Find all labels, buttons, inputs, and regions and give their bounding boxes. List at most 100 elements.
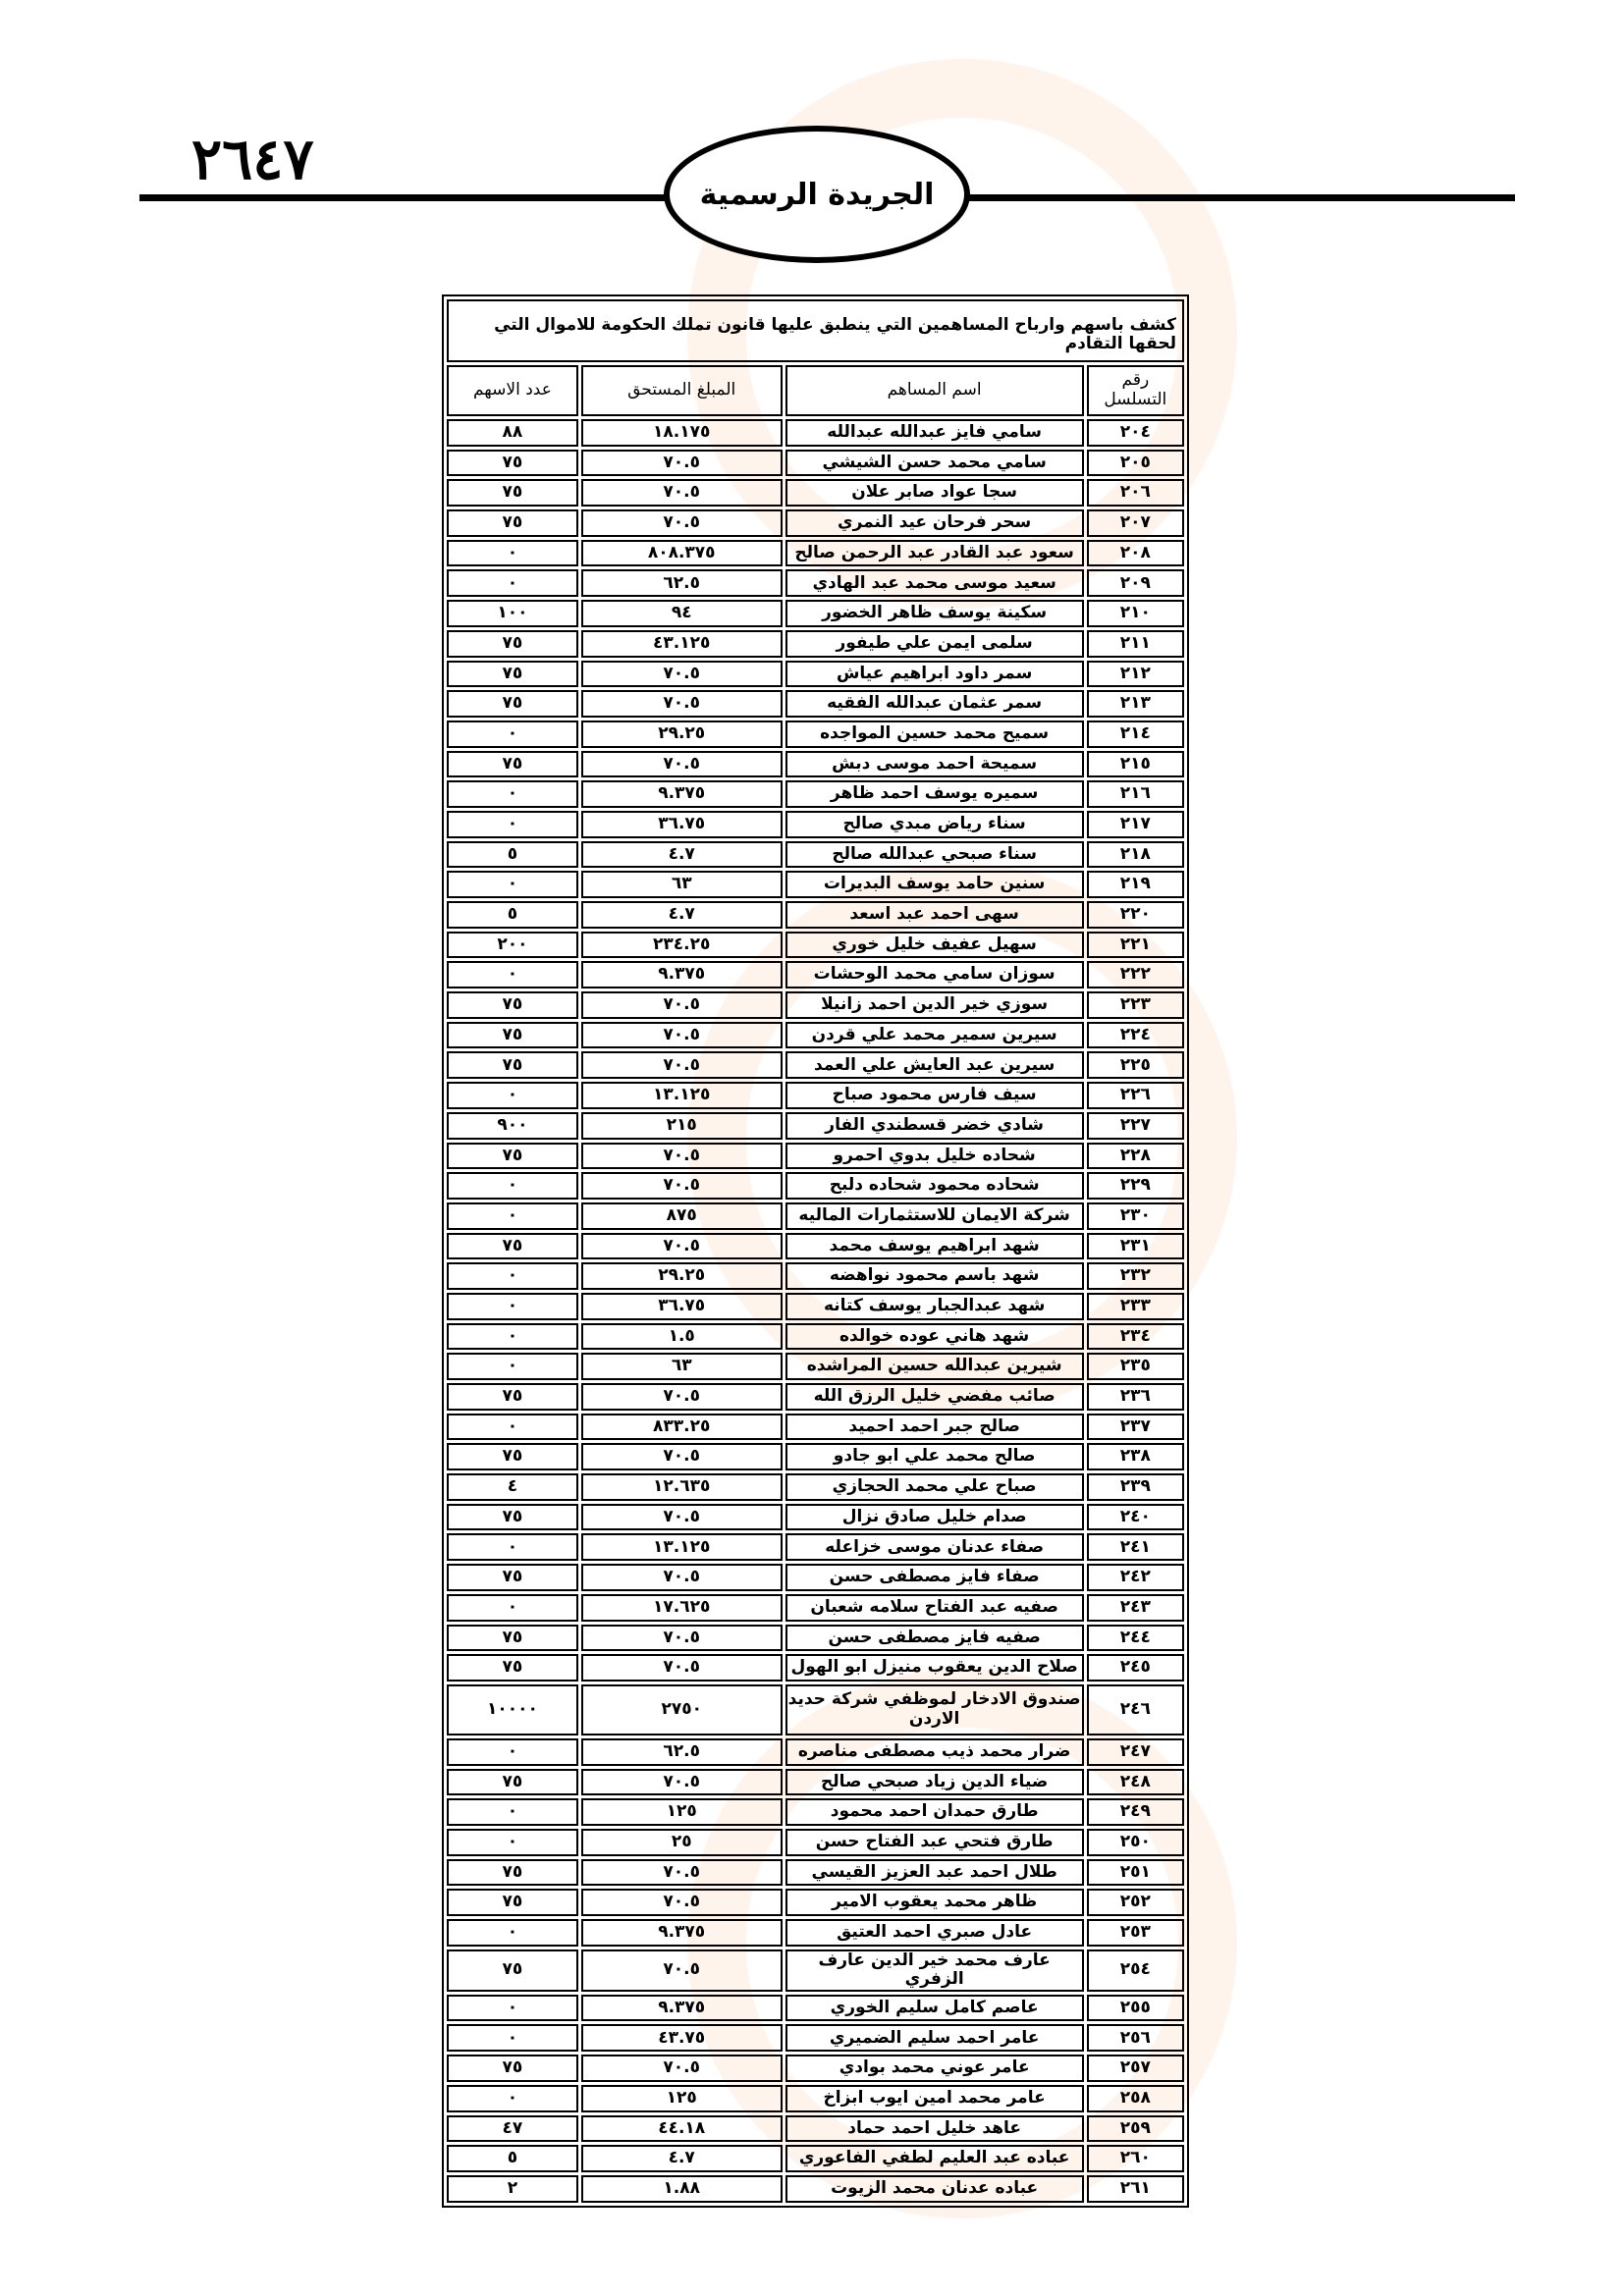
cell-name: ضرار محمد ذيب مصطفى مناصره bbox=[785, 1737, 1084, 1766]
table-row: ٢٢٤ سيرين سمير محمد علي قردن ٧٠.٥ ٧٥ bbox=[447, 1021, 1184, 1049]
cell-serial: ٢٢٩ bbox=[1086, 1172, 1184, 1200]
cell-amount: ٨٠٨.٣٧٥ bbox=[580, 539, 783, 567]
cell-shares: ٧٥ bbox=[447, 1858, 578, 1887]
cell-shares: ٠ bbox=[447, 1413, 578, 1441]
table-row: ٢٥٣ عادل صبري احمد العتيق ٩.٣٧٥ ٠ bbox=[447, 1919, 1184, 1947]
table-row: ٢٤٦ صندوق الادخار لموظفي شركة حديد الاردن… bbox=[447, 1683, 1184, 1735]
table-row: ٢٤١ صفاء عدنان موسى خزاعله ١٣.١٢٥ ٠ bbox=[447, 1533, 1184, 1562]
cell-amount: ١.٥ bbox=[580, 1322, 783, 1351]
table-row: ٢٢٠ سهى احمد عبد اسعد ٤.٧ ٥ bbox=[447, 901, 1184, 929]
cell-serial: ٢٥٧ bbox=[1086, 2055, 1184, 2082]
cell-name: ظاهر محمد يعقوب الامير bbox=[785, 1889, 1084, 1916]
cell-name: عامر عوني محمد بوادي bbox=[785, 2055, 1084, 2082]
cell-amount: ٧٠.٥ bbox=[580, 660, 783, 688]
cell-name: سوزان سامي محمد الوحشات bbox=[785, 961, 1084, 989]
cell-name: سحر فرحان عيد النمري bbox=[785, 509, 1084, 537]
cell-serial: ٢٦١ bbox=[1086, 2174, 1184, 2203]
table-row: ٢٥٩ عاهد خليل احمد حماد ٤٤.١٨ ٤٧ bbox=[447, 2114, 1184, 2143]
cell-name: صالح محمد علي ابو جادو bbox=[785, 1443, 1084, 1471]
cell-shares: ٧٥ bbox=[447, 1443, 578, 1471]
cell-shares: ٧٥ bbox=[447, 1142, 578, 1170]
cell-name: شحاده محمود شحاده دلبح bbox=[785, 1172, 1084, 1200]
cell-amount: ٧٠.٥ bbox=[580, 1624, 783, 1652]
cell-name: عارف محمد خير الدين عارف الزفري bbox=[785, 1949, 1084, 1992]
table-row: ٢٥٠ طارق فتحي عبد الفتاح حسن ٢٥ ٠ bbox=[447, 1828, 1184, 1856]
cell-shares: ٠ bbox=[447, 1322, 578, 1351]
cell-amount: ١٢٥ bbox=[580, 2084, 783, 2112]
cell-amount: ١٧.٦٢٥ bbox=[580, 1593, 783, 1622]
cell-amount: ١٣.١٢٥ bbox=[580, 1082, 783, 1109]
table-row: ٢١٩ سنين حامد يوسف البديرات ٦٣ ٠ bbox=[447, 871, 1184, 898]
table-row: ٢٥٦ عامر احمد سليم الضميري ٤٣.٧٥ ٠ bbox=[447, 2024, 1184, 2053]
cell-shares: ٠ bbox=[447, 1172, 578, 1200]
cell-name: سيرين عبد العايش علي العمد bbox=[785, 1051, 1084, 1080]
cell-shares: ٠ bbox=[447, 1292, 578, 1320]
cell-amount: ١٣.١٢٥ bbox=[580, 1533, 783, 1562]
cell-shares: ٠ bbox=[447, 1262, 578, 1290]
table-row: ٢١٦ سميره يوسف احمد ظاهر ٩.٣٧٥ ٠ bbox=[447, 780, 1184, 808]
cell-serial: ٢١٩ bbox=[1086, 871, 1184, 898]
cell-amount: ٩.٣٧٥ bbox=[580, 1919, 783, 1947]
cell-amount: ٧٠.٥ bbox=[580, 1564, 783, 1591]
cell-amount: ٤٣.١٢٥ bbox=[580, 629, 783, 658]
cell-amount: ٧٠.٥ bbox=[580, 1654, 783, 1682]
cell-amount: ٧٠.٥ bbox=[580, 1768, 783, 1796]
cell-serial: ٢٤٥ bbox=[1086, 1654, 1184, 1682]
cell-amount: ٢٥ bbox=[580, 1828, 783, 1856]
cell-shares: ٠ bbox=[447, 2084, 578, 2112]
cell-name: عادل صبري احمد العتيق bbox=[785, 1919, 1084, 1947]
table-row: ٢٢٢ سوزان سامي محمد الوحشات ٩.٣٧٥ ٠ bbox=[447, 961, 1184, 989]
table-row: ٢٠٦ سجا عواد صابر علان ٧٠.٥ ٧٥ bbox=[447, 479, 1184, 507]
cell-serial: ٢٣٢ bbox=[1086, 1262, 1184, 1290]
table-row: ٢٠٩ سعيد موسى محمد عبد الهادي ٦٢.٥ ٠ bbox=[447, 569, 1184, 598]
cell-name: صفاء عدنان موسى خزاعله bbox=[785, 1533, 1084, 1562]
table-row: ٢٢٥ سيرين عبد العايش علي العمد ٧٠.٥ ٧٥ bbox=[447, 1051, 1184, 1080]
cell-serial: ٢١٨ bbox=[1086, 840, 1184, 869]
cell-name: سناء رياض مبدي صالح bbox=[785, 810, 1084, 838]
cell-shares: ٠ bbox=[447, 1082, 578, 1109]
cell-serial: ٢٢٢ bbox=[1086, 961, 1184, 989]
table-row: ٢٢٨ شحاده خليل بدوي احمرو ٧٠.٥ ٧٥ bbox=[447, 1142, 1184, 1170]
cell-amount: ٦٣ bbox=[580, 1353, 783, 1380]
cell-serial: ٢٣٠ bbox=[1086, 1201, 1184, 1230]
cell-shares: ٠ bbox=[447, 961, 578, 989]
cell-name: سامي محمد حسن الشيشي bbox=[785, 449, 1084, 477]
cell-name: صباح علي محمد الحجازي bbox=[785, 1473, 1084, 1501]
table-row: ٢٣٣ شهد عبدالجبار يوسف كتانه ٣٦.٧٥ ٠ bbox=[447, 1292, 1184, 1320]
table-row: ٢٤٩ طارق حمدان احمد محمود ١٢٥ ٠ bbox=[447, 1798, 1184, 1826]
cell-amount: ١.٨٨ bbox=[580, 2174, 783, 2203]
cell-amount: ٢٣٤.٢٥ bbox=[580, 931, 783, 959]
cell-serial: ٢٥١ bbox=[1086, 1858, 1184, 1887]
cell-serial: ٢١١ bbox=[1086, 629, 1184, 658]
cell-shares: ٥ bbox=[447, 840, 578, 869]
table-row: ٢٦٠ عباده عبد العليم لطفي الفاعوري ٤.٧ ٥ bbox=[447, 2145, 1184, 2172]
cell-amount: ٤.٧ bbox=[580, 901, 783, 929]
column-header-name: اسم المساهم bbox=[785, 365, 1084, 416]
cell-shares: ٧٥ bbox=[447, 629, 578, 658]
table-row: ٢٣٥ شيرين عبدالله حسين المراشده ٦٣ ٠ bbox=[447, 1353, 1184, 1380]
cell-shares: ٠ bbox=[447, 1201, 578, 1230]
cell-amount: ١٢.٦٣٥ bbox=[580, 1473, 783, 1501]
cell-amount: ٢٩.٢٥ bbox=[580, 1262, 783, 1290]
cell-name: شهد باسم محمود نواهضه bbox=[785, 1262, 1084, 1290]
cell-name: صفيه فايز مصطفى حسن bbox=[785, 1624, 1084, 1652]
table-row: ٢٤٠ صدام خليل صادق نزال ٧٠.٥ ٧٥ bbox=[447, 1503, 1184, 1531]
cell-name: عباده عدنان محمد الزيوت bbox=[785, 2174, 1084, 2203]
table-row: ٢٤٧ ضرار محمد ذيب مصطفى مناصره ٦٢.٥ ٠ bbox=[447, 1737, 1184, 1766]
cell-amount: ٧٠.٥ bbox=[580, 1503, 783, 1531]
cell-name: صائب مفضي خليل الرزق الله bbox=[785, 1383, 1084, 1411]
table-row: ٢٣٠ شركة الايمان للاستثمارات الماليه ٨٧٥ ٠ bbox=[447, 1201, 1184, 1230]
cell-shares: ٠ bbox=[447, 810, 578, 838]
cell-serial: ٢٢١ bbox=[1086, 931, 1184, 959]
cell-name: سميحة احمد موسى دبش bbox=[785, 750, 1084, 778]
cell-serial: ٢٤٨ bbox=[1086, 1768, 1184, 1796]
cell-name: صفاء فايز مصطفى حسن bbox=[785, 1564, 1084, 1591]
cell-serial: ٢٥٤ bbox=[1086, 1949, 1184, 1992]
cell-serial: ٢٠٨ bbox=[1086, 539, 1184, 567]
cell-name: صلاح الدين يعقوب منيزل ابو الهول bbox=[785, 1654, 1084, 1682]
cell-serial: ٢٥٣ bbox=[1086, 1919, 1184, 1947]
cell-amount: ٧٠.٥ bbox=[580, 1443, 783, 1471]
table-row: ٢٣٦ صائب مفضي خليل الرزق الله ٧٠.٥ ٧٥ bbox=[447, 1383, 1184, 1411]
cell-amount: ٣٦.٧٥ bbox=[580, 810, 783, 838]
cell-name: طلال احمد عبد العزيز القيسي bbox=[785, 1858, 1084, 1887]
